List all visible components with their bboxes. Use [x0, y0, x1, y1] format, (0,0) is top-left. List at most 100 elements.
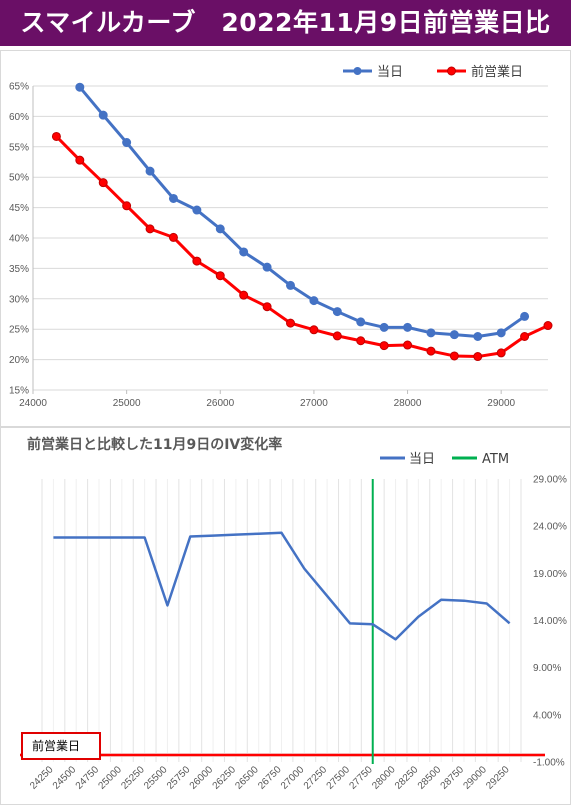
chart1-y-tick: 25%	[9, 325, 29, 336]
legend-prev-marker	[447, 66, 456, 76]
chart1-point-today	[379, 322, 389, 332]
chart1-point-prev	[286, 318, 295, 328]
chart1-point-prev	[122, 201, 132, 211]
legend-prev-label: 前営業日	[471, 64, 523, 80]
chart2-y-tick: 14.00%	[533, 616, 567, 627]
chart2-x-tick: 27500	[325, 764, 353, 792]
chart1-y-tick: 35%	[9, 264, 29, 275]
chart2-y-tick: -1.00%	[533, 758, 565, 769]
chart2-x-tick: 29000	[461, 764, 489, 792]
chart1-point-today	[145, 166, 155, 176]
chart1-point-today	[75, 82, 85, 92]
chart2-y-tick: 19.00%	[533, 569, 567, 580]
chart1-point-today	[403, 322, 413, 332]
chart2-y-tick: 9.00%	[533, 663, 561, 674]
chart2-gridlines	[41, 479, 522, 762]
chart1-point-today	[473, 331, 483, 341]
chart1-point-today	[356, 317, 366, 327]
chart1-y-tick: 20%	[9, 355, 29, 366]
chart2-x-tick: 25000	[97, 764, 125, 792]
chart1-point-prev	[520, 331, 530, 341]
chart1-point-today	[426, 328, 436, 338]
chart1-point-today	[286, 280, 295, 290]
chart1-point-today	[262, 262, 272, 272]
chart2-axes: 29.00% 24.00% 19.00% 14.00% 9.00% 4.00% -1.00%…	[28, 475, 567, 792]
chart1-point-prev	[239, 290, 249, 300]
chart1-point-prev	[496, 348, 506, 358]
header-banner: スマイルカーブ 2022年11月9日前営業日比	[0, 0, 571, 46]
chart2-y-tick: 29.00%	[533, 475, 567, 486]
chart1-point-prev	[543, 321, 553, 331]
chart1-y-tick: 60%	[9, 112, 29, 123]
chart2-y-tick: 4.00%	[533, 710, 561, 721]
chart2-series	[20, 479, 545, 764]
chart2-title: 前営業日と比較した11月9日のIV変化率	[27, 436, 282, 453]
chart1-point-today	[332, 307, 342, 317]
chart1-point-prev	[215, 271, 225, 281]
chart1-point-prev	[192, 256, 202, 266]
chart1-point-prev	[403, 340, 413, 350]
chart1-point-today	[239, 247, 249, 257]
chart1-x-tick: 25000	[113, 398, 141, 409]
chart2-legend: 当日 ATM	[380, 452, 509, 467]
chart1-point-prev	[332, 331, 342, 341]
chart1-point-prev	[145, 224, 155, 234]
chart2-y-tick: 24.00%	[533, 522, 567, 533]
chart1-point-today	[215, 224, 225, 234]
chart1-y-tick: 15%	[9, 386, 29, 397]
chart1-point-prev	[168, 232, 178, 242]
chart1-series	[51, 82, 553, 362]
legend-today-marker	[353, 67, 362, 75]
chart1-x-tick: 26000	[206, 398, 234, 409]
chart2-x-tick: 25500	[142, 764, 170, 792]
chart2-x-tick: 26250	[211, 764, 239, 792]
chart1-y-tick: 30%	[9, 294, 29, 305]
page-title: スマイルカーブ 2022年11月9日前営業日比	[20, 8, 551, 37]
chart2-x-tick: 28000	[370, 764, 398, 792]
chart1-y-tick: 40%	[9, 234, 29, 245]
chart1-y-tick: 65%	[9, 82, 29, 93]
chart1-point-today	[98, 110, 108, 120]
chart2-x-tick: 28500	[416, 764, 444, 792]
chart1-point-prev	[449, 351, 459, 361]
chart2-x-tick: 26750	[256, 764, 284, 792]
legend-today-label: 当日	[377, 65, 403, 80]
chart1-legend: 当日 前営業日	[343, 64, 523, 80]
chart1-point-prev	[75, 155, 85, 165]
chart1-point-today	[309, 296, 319, 306]
chart1-point-prev	[262, 302, 272, 312]
chart2-x-tick: 29250	[484, 764, 512, 792]
chart1-series-line-prev	[55, 135, 549, 359]
chart1-y-tick: 55%	[9, 142, 29, 153]
chart2-x-tick: 24750	[74, 764, 102, 792]
chart1-point-today	[496, 328, 506, 338]
chart1-point-prev	[309, 325, 319, 335]
chart2-x-tick: 24250	[28, 764, 56, 792]
chart1-x-tick: 29000	[487, 398, 515, 409]
chart2-x-tick: 26500	[233, 764, 261, 792]
prev-day-annotation: 前営業日	[21, 732, 101, 760]
chart2-x-tick: 27250	[302, 764, 330, 792]
chart2-x-tick: 24500	[51, 764, 79, 792]
chart1-point-prev	[356, 336, 366, 346]
legend2-today-label: 当日	[409, 452, 435, 467]
chart2-x-tick: 28250	[393, 764, 421, 792]
chart2-x-tick: 27750	[347, 764, 375, 792]
chart2-series-line-today	[53, 531, 511, 641]
chart1-point-today	[192, 205, 202, 215]
chart1-point-prev	[51, 131, 61, 141]
chart1-point-today	[520, 311, 530, 321]
chart1-x-tick: 24000	[19, 398, 47, 409]
chart1-y-tick: 45%	[9, 203, 29, 214]
chart1-point-prev	[98, 178, 108, 188]
chart1-point-prev	[426, 346, 436, 356]
legend2-atm-label: ATM	[482, 452, 509, 467]
chart1-x-tick: 28000	[394, 398, 422, 409]
chart1-point-today	[122, 138, 132, 148]
chart2-x-tick: 25250	[119, 764, 147, 792]
chart2-x-tick: 25750	[165, 764, 193, 792]
chart2-x-tick: 28750	[439, 764, 467, 792]
chart2-x-tick: 26000	[188, 764, 216, 792]
chart1-y-tick: 50%	[9, 173, 29, 184]
